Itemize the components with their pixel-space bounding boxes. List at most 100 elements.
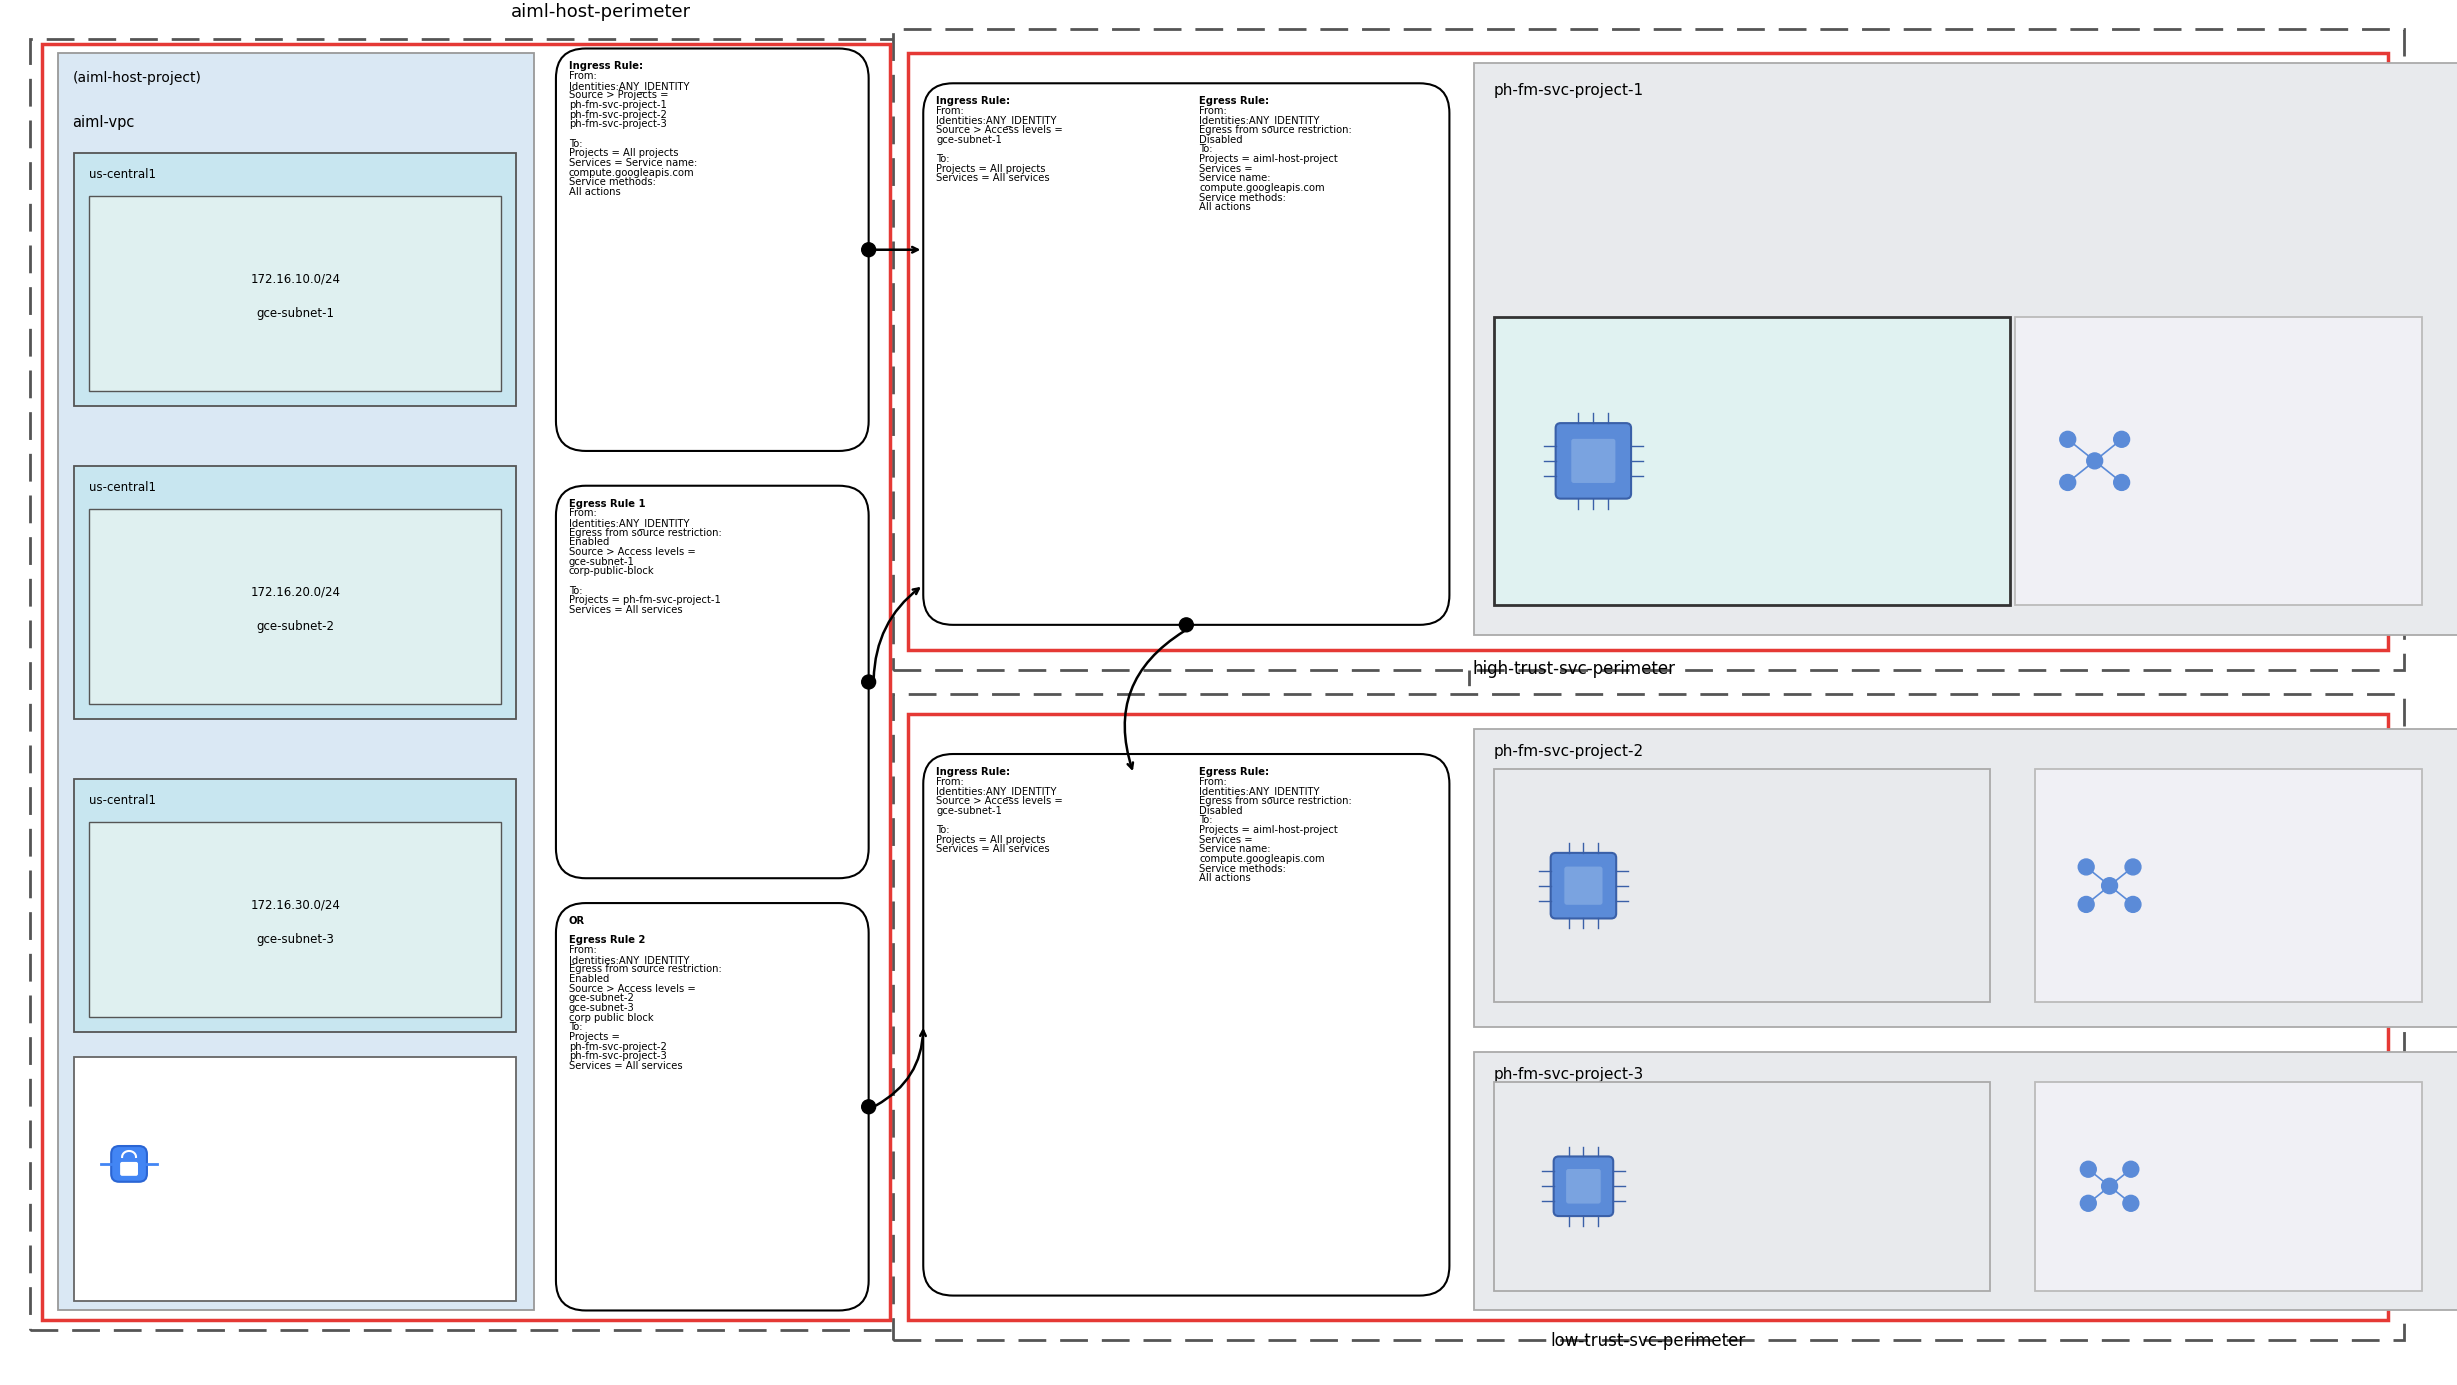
- Text: ph-fm-svc-project-2: ph-fm-svc-project-2: [570, 1042, 666, 1051]
- Text: To:: To:: [1199, 144, 1214, 155]
- Circle shape: [2123, 1161, 2138, 1177]
- Text: Projects = ph-fm-svc-project-1: Projects = ph-fm-svc-project-1: [570, 596, 720, 605]
- Circle shape: [2125, 859, 2140, 875]
- FancyBboxPatch shape: [1553, 1156, 1614, 1216]
- Text: To:: To:: [570, 1022, 582, 1032]
- Text: low-trust-svc-perimeter: low-trust-svc-perimeter: [1550, 1332, 1744, 1350]
- Text: ph-fm-svc-project-3: ph-fm-svc-project-3: [1494, 1066, 1644, 1082]
- Text: From:: From:: [570, 508, 597, 518]
- Circle shape: [2059, 475, 2076, 490]
- Text: Projects = All projects: Projects = All projects: [936, 835, 1047, 845]
- Circle shape: [2125, 896, 2140, 913]
- Bar: [1474, 729, 2457, 1028]
- Text: <region>-aiplatfom-restricted.p.googleapis.com: <region>-aiplatfom-restricted.p.googleap…: [167, 1194, 423, 1204]
- Text: Disabled: Disabled: [1199, 806, 1243, 816]
- Text: Projects = aiml-host-project: Projects = aiml-host-project: [1199, 154, 1339, 165]
- Text: Projects = All projects: Projects = All projects: [936, 163, 1047, 173]
- Bar: [42, 43, 889, 1320]
- Text: Egress Rule 2: Egress Rule 2: [570, 935, 646, 946]
- Text: Compute: Compute: [1678, 877, 1762, 895]
- FancyBboxPatch shape: [1563, 866, 1602, 906]
- Text: compute.googleapis.com: compute.googleapis.com: [1199, 855, 1324, 864]
- Text: From:: From:: [570, 71, 597, 82]
- Text: Source > Access levels =: Source > Access levels =: [570, 547, 695, 557]
- Bar: [74, 778, 516, 1032]
- FancyBboxPatch shape: [555, 48, 870, 452]
- Bar: [2034, 1082, 2423, 1291]
- Text: Identities:ANY_IDENTITY: Identities:ANY_IDENTITY: [1199, 787, 1319, 798]
- Text: gce-subnet-2: gce-subnet-2: [570, 993, 634, 1003]
- Text: Identities:ANY_IDENTITY: Identities:ANY_IDENTITY: [570, 80, 690, 91]
- Text: Shared VPC: Shared VPC: [61, 58, 179, 76]
- Text: ph-fm-svc-project-3: ph-fm-svc-project-3: [570, 119, 666, 129]
- Text: gce-subnet-3: gce-subnet-3: [256, 933, 334, 946]
- Text: From:: From:: [936, 777, 963, 787]
- Bar: [74, 465, 516, 719]
- Circle shape: [2081, 1161, 2096, 1177]
- Circle shape: [2079, 859, 2093, 875]
- Text: gce-subnet-1: gce-subnet-1: [570, 557, 634, 566]
- Bar: [1494, 317, 2010, 605]
- Text: Identities:ANY_IDENTITY: Identities:ANY_IDENTITY: [936, 787, 1057, 798]
- Text: Service methods:: Service methods:: [1199, 193, 1285, 202]
- Text: Services = All services: Services = All services: [936, 845, 1049, 855]
- Text: To:: To:: [570, 138, 582, 148]
- Text: Services = All services: Services = All services: [936, 173, 1049, 183]
- Text: From:: From:: [936, 105, 963, 116]
- Bar: [894, 694, 2405, 1341]
- Text: Egress Rule:: Egress Rule:: [1199, 96, 1270, 107]
- FancyBboxPatch shape: [555, 903, 870, 1310]
- FancyBboxPatch shape: [924, 83, 1450, 625]
- Circle shape: [862, 674, 875, 688]
- Text: OR: OR: [570, 915, 585, 927]
- Text: aiml-vpc: aiml-vpc: [71, 115, 135, 130]
- Text: Disabled: Disabled: [1199, 134, 1243, 145]
- FancyBboxPatch shape: [555, 486, 870, 878]
- Text: ph-fm-svc-project-2: ph-fm-svc-project-2: [570, 109, 666, 119]
- Circle shape: [2059, 431, 2076, 447]
- Text: us-central1: us-central1: [88, 481, 157, 494]
- Text: Source > Access levels =: Source > Access levels =: [570, 983, 695, 993]
- Text: From:: From:: [1199, 105, 1226, 116]
- FancyBboxPatch shape: [1555, 424, 1631, 499]
- Text: compute.googleapis.com: compute.googleapis.com: [1199, 183, 1324, 193]
- Text: Source > Access levels =: Source > Access levels =: [936, 796, 1064, 806]
- Text: All actions: All actions: [1199, 873, 1251, 884]
- FancyBboxPatch shape: [111, 1145, 147, 1181]
- Text: Enabled: Enabled: [570, 537, 609, 547]
- Text: ph-fm-svc-project-3: ph-fm-svc-project-3: [570, 1051, 666, 1061]
- Text: ph-fm-svc-project-1: ph-fm-svc-project-1: [1494, 83, 1644, 98]
- Text: Services = Service name:: Services = Service name:: [570, 158, 698, 168]
- Text: To:: To:: [936, 825, 951, 835]
- Text: compute.googleapis.com: compute.googleapis.com: [570, 168, 695, 177]
- Text: Projects = All projects: Projects = All projects: [570, 148, 678, 158]
- Bar: [29, 39, 1469, 1331]
- Text: aiml-host-perimeter: aiml-host-perimeter: [511, 3, 690, 21]
- Text: From:: From:: [1199, 777, 1226, 787]
- Bar: [909, 715, 2388, 1320]
- Text: Services =: Services =: [1199, 835, 1253, 845]
- Text: Service methods:: Service methods:: [570, 177, 656, 187]
- Bar: [1474, 1053, 2457, 1310]
- Bar: [88, 821, 501, 1018]
- FancyBboxPatch shape: [1565, 1169, 1602, 1204]
- Text: PSC Endpoint: PSC Endpoint: [170, 1155, 263, 1168]
- Circle shape: [2081, 1195, 2096, 1212]
- Text: 172.16.20.0/24: 172.16.20.0/24: [251, 584, 342, 598]
- Text: gce-subnet-2: gce-subnet-2: [256, 620, 334, 633]
- Text: Services =: Services =: [1199, 163, 1253, 173]
- Text: Compute: Compute: [1678, 1177, 1762, 1195]
- Text: Source > Access levels =: Source > Access levels =: [936, 125, 1064, 136]
- Text: Projects =: Projects =: [570, 1032, 619, 1042]
- Bar: [74, 152, 516, 406]
- Circle shape: [2101, 1179, 2118, 1194]
- Text: Service name:: Service name:: [1199, 173, 1270, 183]
- Bar: [2034, 769, 2423, 1003]
- Text: Vertex GenAI: Vertex GenAI: [2165, 452, 2287, 470]
- Text: To:: To:: [1199, 816, 1214, 825]
- Text: All actions: All actions: [570, 187, 622, 197]
- Text: ph-fm-svc-project-2: ph-fm-svc-project-2: [1494, 744, 1644, 759]
- Circle shape: [2123, 1195, 2138, 1212]
- FancyBboxPatch shape: [120, 1162, 138, 1176]
- Text: ph-fm-svc-project-1: ph-fm-svc-project-1: [570, 100, 666, 109]
